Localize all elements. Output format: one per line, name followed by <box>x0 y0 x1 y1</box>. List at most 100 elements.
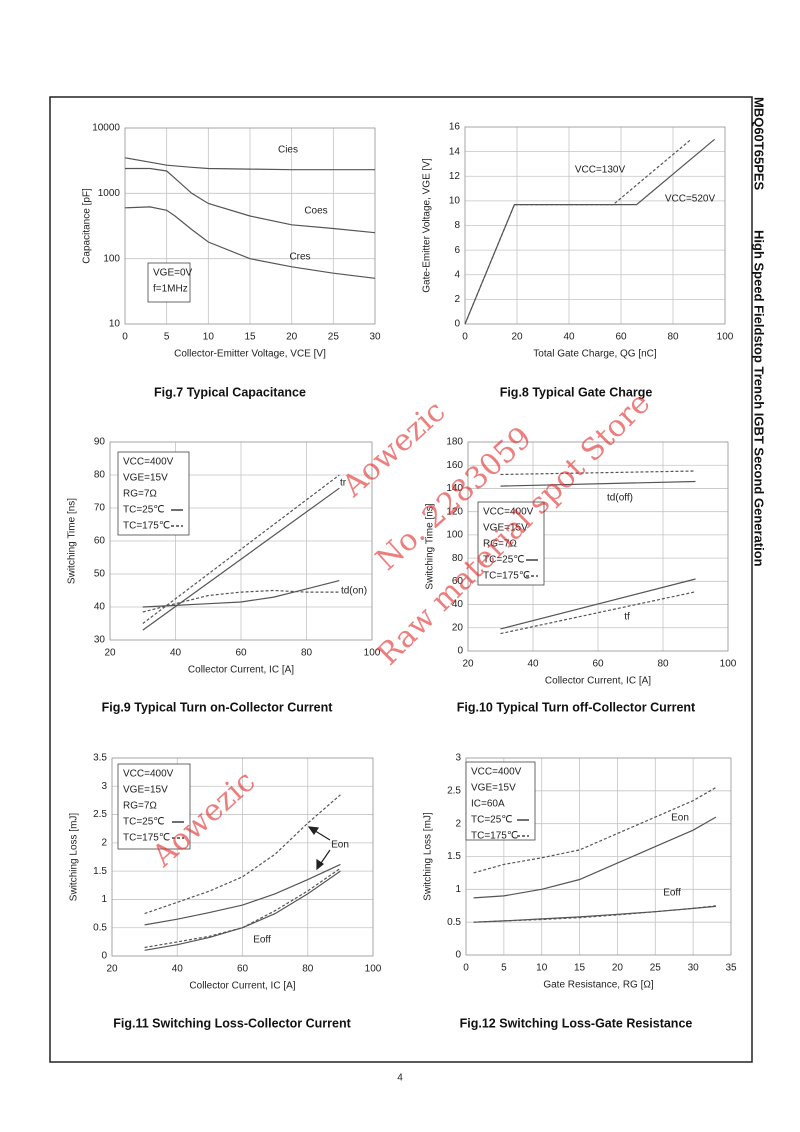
curve <box>124 206 376 279</box>
plot-frame <box>467 441 729 652</box>
y-tick-label: 0 <box>454 319 460 330</box>
y-tick-label: 8 <box>454 220 460 231</box>
legend-label: TC=175℃ <box>471 831 518 842</box>
x-tick-label: 40 <box>527 659 539 670</box>
legend-box <box>117 451 190 536</box>
curve-label: td(on) <box>341 586 367 597</box>
legend-note: f=1MHz <box>153 284 188 295</box>
plot-frame <box>111 757 374 957</box>
y-tick-label: 2 <box>455 818 461 829</box>
legend-label: TC=175℃ <box>483 571 530 582</box>
x-tick-label: 60 <box>615 332 627 343</box>
curve <box>473 905 716 923</box>
x-axis-label: Collector Current, IC [A] <box>188 665 294 676</box>
y-tick-label: 80 <box>94 470 106 481</box>
legend-label: TC=175℃ <box>123 833 170 844</box>
x-tick-label: 80 <box>667 332 679 343</box>
curve <box>142 474 340 624</box>
y-tick-label: 3.5 <box>93 753 107 764</box>
x-tick-label: 0 <box>122 332 128 343</box>
figure-caption: Fig.11 Switching Loss-Collector Current <box>113 1016 351 1030</box>
curve-label: Eon <box>331 840 349 851</box>
legend-note: VGE=15V <box>483 523 528 534</box>
legend-box <box>477 501 545 586</box>
legend-box <box>117 763 191 850</box>
x-tick-label: 5 <box>164 332 170 343</box>
legend-note: RG=7Ω <box>123 801 157 812</box>
y-tick-label: 2 <box>101 837 107 848</box>
side-subtitle: High Speed Fieldstop Trench IGBT Second … <box>752 230 767 567</box>
x-tick-label: 20 <box>462 659 474 670</box>
curve <box>142 580 340 608</box>
figure-caption: Fig.12 Switching Loss-Gate Resistance <box>460 1016 693 1030</box>
x-tick-label: 25 <box>650 963 662 974</box>
curve <box>124 157 375 171</box>
y-tick-label: 120 <box>446 506 463 517</box>
curve <box>144 863 341 926</box>
curve <box>500 470 696 476</box>
x-axis-label: Total Gate Charge, QG [nC] <box>533 349 657 360</box>
x-tick-label: 40 <box>563 332 575 343</box>
page-frame <box>49 96 753 1063</box>
curve-label: tr <box>340 478 347 489</box>
y-tick-label: 0.5 <box>93 922 107 933</box>
y-tick-label: 0.5 <box>447 917 461 928</box>
x-tick-label: 10 <box>203 332 215 343</box>
x-tick-label: 30 <box>369 332 381 343</box>
y-axis-label: Switching Loss [mJ] <box>423 812 434 901</box>
x-axis-label: Collector Current, IC [A] <box>189 981 295 992</box>
y-tick-label: 2.5 <box>447 785 461 796</box>
y-axis-label: Capacitance [pF] <box>82 188 93 264</box>
legend-note: VCC=400V <box>123 769 174 780</box>
x-tick-label: 80 <box>657 659 669 670</box>
x-tick-label: 100 <box>365 964 382 975</box>
x-tick-label: 20 <box>106 964 118 975</box>
y-tick-label: 70 <box>94 503 106 514</box>
y-tick-label: 50 <box>94 569 106 580</box>
curve <box>473 816 717 899</box>
y-tick-label: 2 <box>454 294 460 305</box>
x-tick-label: 20 <box>104 648 116 659</box>
y-tick-label: 10000 <box>92 123 120 134</box>
legend-note: IC=60A <box>471 799 505 810</box>
y-axis-label: Gate-Emitter Voltage, VGE [V] <box>422 158 433 293</box>
y-tick-label: 10 <box>109 319 121 330</box>
y-tick-label: 3 <box>455 753 461 764</box>
curve <box>473 786 717 874</box>
curve <box>464 138 715 325</box>
curve <box>500 591 696 635</box>
x-tick-label: 80 <box>302 964 314 975</box>
legend-note: VCC=400V <box>471 767 522 778</box>
figure-caption: Fig.8 Typical Gate Charge <box>500 385 653 399</box>
curve-label: Coes <box>304 206 327 217</box>
curve-label: Eoff <box>663 888 681 899</box>
x-tick-label: 30 <box>688 963 700 974</box>
y-axis-label: Switching Time [ns] <box>67 498 78 584</box>
y-tick-label: 10 <box>449 196 461 207</box>
curve <box>125 167 376 234</box>
y-tick-label: 100 <box>446 530 463 541</box>
x-axis-label: Collector-Emitter Voltage, VCE [V] <box>174 349 326 360</box>
x-tick-label: 60 <box>235 648 247 659</box>
curve-label: tf <box>624 612 630 623</box>
legend-box <box>147 262 191 303</box>
y-tick-label: 1.5 <box>447 851 461 862</box>
x-tick-label: 10 <box>536 963 548 974</box>
y-tick-label: 14 <box>449 146 461 157</box>
legend-note: VCC=400V <box>123 457 174 468</box>
legend-label: TC=25℃ <box>483 555 525 566</box>
curve-label: VCC=130V <box>575 165 626 176</box>
arrows <box>307 826 331 871</box>
curve <box>142 589 340 613</box>
legend-note: VCC=400V <box>483 507 534 518</box>
curve-label: td(off) <box>607 493 633 504</box>
y-tick-label: 1000 <box>98 188 121 199</box>
x-axis-label: Gate Resistance, RG [Ω] <box>543 980 654 991</box>
y-tick-label: 40 <box>94 602 106 613</box>
y-tick-label: 3 <box>101 781 107 792</box>
plot-frame <box>464 126 726 325</box>
curve-label: Eon <box>671 813 689 824</box>
y-tick-label: 60 <box>452 576 464 587</box>
y-tick-label: 1 <box>455 884 461 895</box>
